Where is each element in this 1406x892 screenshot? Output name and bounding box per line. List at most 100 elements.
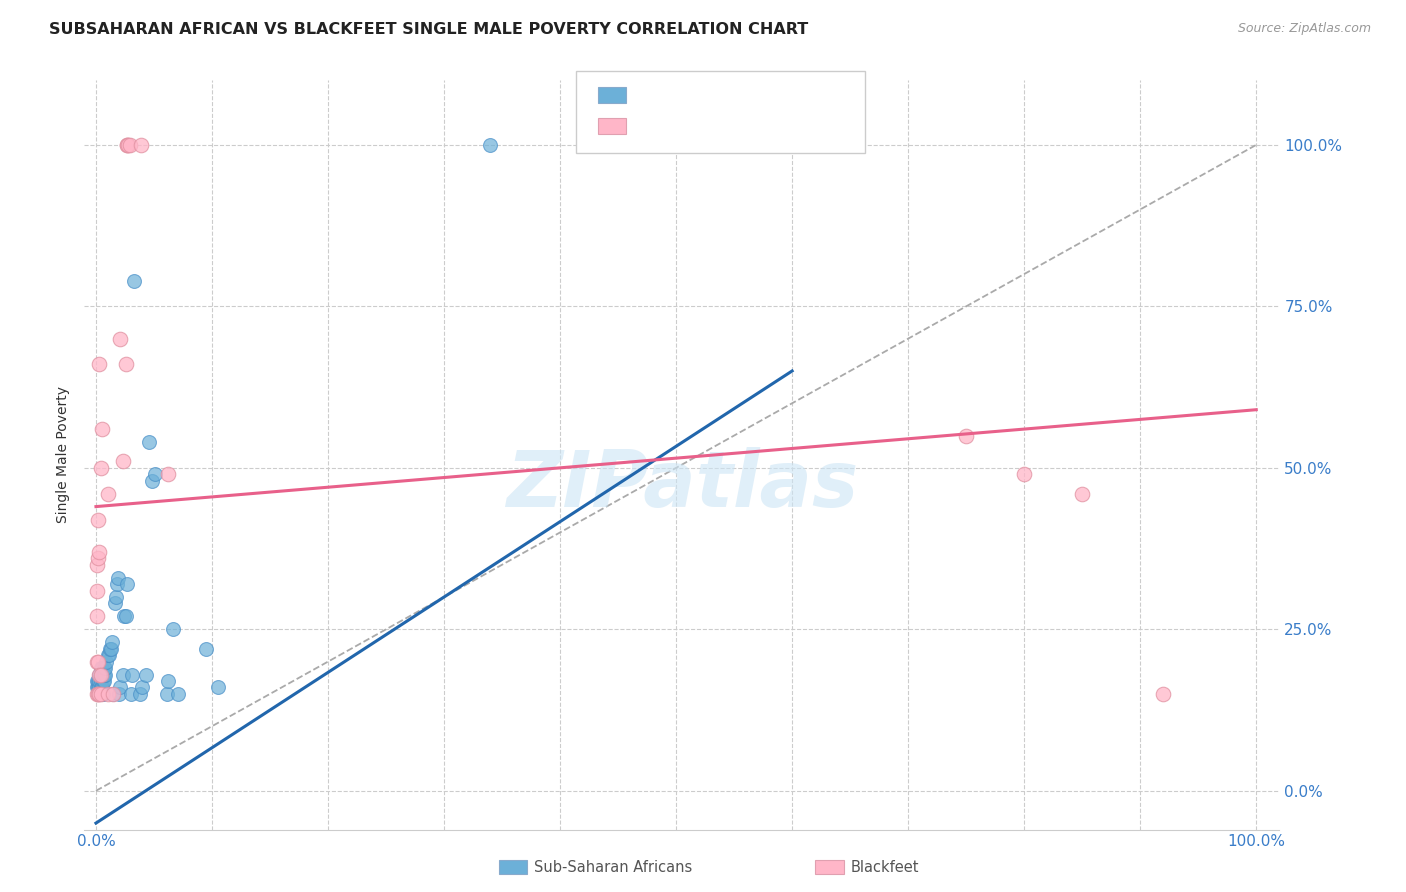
Point — [90, 673, 112, 688]
Point — [90, 460, 112, 475]
Point — [93, 667, 115, 681]
Point — [101, 635, 124, 649]
Text: 0.152: 0.152 — [671, 117, 723, 135]
Point — [115, 609, 138, 624]
Point — [90, 661, 112, 675]
Point — [90, 661, 112, 675]
Text: ZIPatlas: ZIPatlas — [506, 447, 858, 523]
Point — [141, 474, 163, 488]
Point — [104, 590, 127, 604]
Point — [122, 273, 145, 287]
Point — [86, 681, 108, 695]
Point — [89, 673, 111, 688]
Point — [86, 558, 108, 572]
Text: 57: 57 — [780, 87, 803, 104]
Text: Source: ZipAtlas.com: Source: ZipAtlas.com — [1237, 22, 1371, 36]
Point — [91, 673, 114, 688]
Point — [86, 609, 108, 624]
Point — [87, 512, 110, 526]
Point — [112, 609, 135, 624]
Point — [118, 137, 141, 152]
Point — [86, 687, 108, 701]
Point — [94, 667, 117, 681]
Point — [138, 435, 160, 450]
Point — [90, 667, 112, 681]
Point — [1071, 486, 1094, 500]
Point — [1012, 467, 1035, 482]
Text: Sub-Saharan Africans: Sub-Saharan Africans — [534, 860, 693, 874]
Point — [129, 687, 152, 701]
Text: R =: R = — [634, 87, 671, 104]
Text: 33: 33 — [780, 117, 804, 135]
Point — [90, 687, 112, 701]
Text: Blackfeet: Blackfeet — [851, 860, 920, 874]
Point — [108, 687, 131, 701]
Point — [90, 687, 112, 701]
Point — [131, 681, 153, 695]
Text: N =: N = — [733, 117, 780, 135]
Point — [103, 687, 125, 701]
Point — [96, 655, 118, 669]
Point — [117, 577, 139, 591]
Point — [135, 667, 157, 681]
Point — [156, 687, 179, 701]
Point — [90, 687, 112, 701]
Point — [86, 673, 108, 688]
Point — [107, 571, 129, 585]
Point — [111, 667, 134, 681]
Point — [91, 687, 114, 701]
Point — [207, 681, 229, 695]
Point — [89, 687, 111, 701]
Point — [167, 687, 190, 701]
Point — [86, 583, 108, 598]
Point — [117, 137, 139, 152]
Point — [89, 681, 111, 695]
Point — [121, 667, 143, 681]
Point — [103, 687, 125, 701]
Point — [87, 681, 110, 695]
Point — [93, 661, 115, 675]
Point — [97, 648, 120, 662]
Point — [87, 687, 110, 701]
Text: SUBSAHARAN AFRICAN VS BLACKFEET SINGLE MALE POVERTY CORRELATION CHART: SUBSAHARAN AFRICAN VS BLACKFEET SINGLE M… — [49, 22, 808, 37]
Point — [955, 428, 977, 442]
Point — [94, 661, 117, 675]
Point — [91, 667, 114, 681]
Point — [90, 667, 112, 681]
Point — [110, 332, 132, 346]
Point — [87, 551, 110, 566]
Point — [89, 667, 111, 681]
Point — [90, 422, 112, 436]
Point — [129, 137, 152, 152]
Point — [90, 681, 112, 695]
Point — [86, 655, 108, 669]
Point — [90, 681, 112, 695]
Point — [479, 137, 502, 152]
Point — [110, 681, 132, 695]
Point — [97, 648, 120, 662]
Point — [89, 358, 111, 372]
Point — [120, 687, 142, 701]
Point — [87, 655, 110, 669]
Point — [143, 467, 166, 482]
Point — [89, 545, 111, 559]
Point — [100, 641, 122, 656]
Point — [156, 467, 179, 482]
Point — [103, 597, 125, 611]
Point — [111, 454, 134, 468]
Point — [1152, 687, 1174, 701]
Point — [87, 673, 110, 688]
Point — [97, 486, 120, 500]
Point — [89, 667, 111, 681]
Point — [97, 687, 120, 701]
Point — [89, 687, 111, 701]
Text: R =: R = — [634, 117, 675, 135]
Point — [117, 137, 139, 152]
Point — [98, 641, 121, 656]
Point — [93, 673, 115, 688]
Point — [156, 673, 179, 688]
Text: 0.590: 0.590 — [671, 87, 723, 104]
Point — [105, 577, 128, 591]
Point — [115, 358, 138, 372]
Text: N =: N = — [733, 87, 780, 104]
